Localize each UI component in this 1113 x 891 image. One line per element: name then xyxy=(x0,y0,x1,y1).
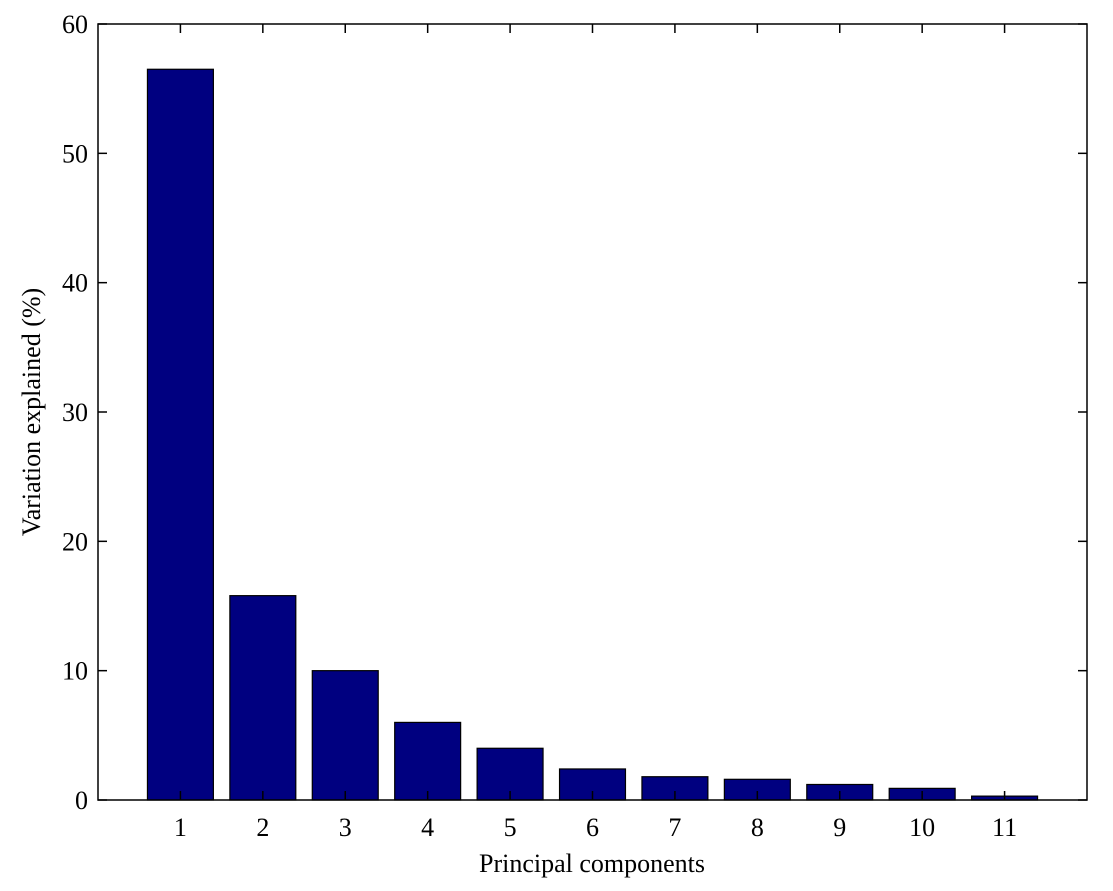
x-tick-label: 1 xyxy=(174,813,187,842)
x-tick-label: 3 xyxy=(339,813,352,842)
y-tick-label: 0 xyxy=(75,786,88,815)
y-axis-label: Variation explained (%) xyxy=(17,288,46,536)
x-tick-label: 10 xyxy=(909,813,935,842)
y-tick-label: 10 xyxy=(62,657,88,686)
x-tick-label: 11 xyxy=(992,813,1017,842)
bar xyxy=(311,670,379,801)
y-tick-label: 30 xyxy=(62,398,88,427)
x-tick-label: 4 xyxy=(421,813,434,842)
bar xyxy=(394,721,462,801)
y-tick-label: 60 xyxy=(62,10,88,39)
x-axis-label: Principal components xyxy=(479,849,705,878)
x-tick-label: 2 xyxy=(256,813,269,842)
x-tick-label: 7 xyxy=(668,813,681,842)
bar xyxy=(229,595,297,801)
y-tick-label: 50 xyxy=(62,139,88,168)
x-tick-label: 8 xyxy=(751,813,764,842)
bar xyxy=(146,68,214,801)
y-tick-label: 20 xyxy=(62,527,88,556)
x-tick-label: 6 xyxy=(586,813,599,842)
x-tick-label: 9 xyxy=(833,813,846,842)
y-tick-label: 40 xyxy=(62,269,88,298)
x-tick-label: 5 xyxy=(504,813,517,842)
